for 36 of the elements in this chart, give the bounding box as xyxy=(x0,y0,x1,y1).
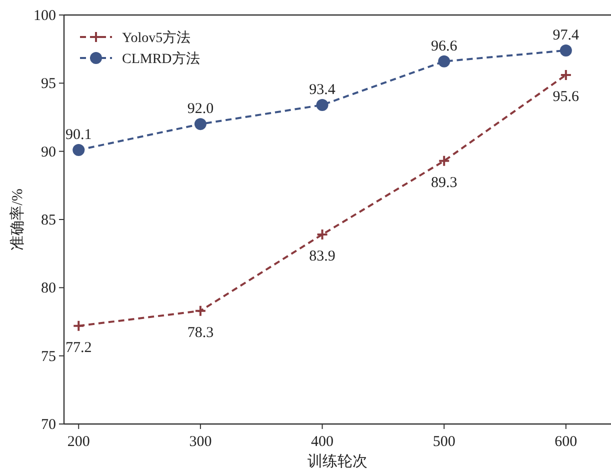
point xyxy=(194,118,206,130)
data-label: 89.3 xyxy=(430,174,458,191)
point xyxy=(316,98,328,111)
x-tick-label: 300 xyxy=(189,434,212,450)
y-tick-label: 100 xyxy=(34,8,56,24)
point xyxy=(438,55,450,68)
x-axis-title: 训练轮次 xyxy=(308,453,368,470)
y-tick-label: 70 xyxy=(41,417,56,433)
point xyxy=(194,304,206,317)
y-axis-title: 准确率/% xyxy=(9,188,26,250)
point xyxy=(72,320,85,332)
y-tick-label: 95 xyxy=(41,76,56,92)
legend-label: CLMRD方法 xyxy=(122,51,200,67)
data-label: 97.4 xyxy=(552,27,580,44)
point xyxy=(560,68,572,81)
x-tick-label: 200 xyxy=(67,434,90,450)
point xyxy=(72,144,85,156)
point xyxy=(438,154,450,167)
legend-label: Yolov5方法 xyxy=(122,30,191,46)
data-label: 92.0 xyxy=(187,101,214,118)
data-label: 96.6 xyxy=(430,38,458,54)
x-tick-label: 600 xyxy=(554,434,578,450)
point xyxy=(560,44,572,56)
x-tick-label: 500 xyxy=(432,434,456,450)
data-label: 95.6 xyxy=(552,88,580,105)
y-tick-label: 75 xyxy=(41,348,56,365)
data-label: 83.9 xyxy=(309,248,336,264)
x-tick-label: 400 xyxy=(311,434,334,450)
data-label: 78.3 xyxy=(187,324,214,341)
y-tick-label: 85 xyxy=(41,212,56,228)
y-tick-label: 90 xyxy=(41,144,56,160)
data-label: 93.4 xyxy=(309,82,336,98)
y-tick-label: 80 xyxy=(41,280,56,297)
data-label: 77.2 xyxy=(65,340,92,356)
data-label: 90.1 xyxy=(65,126,92,143)
point xyxy=(316,228,328,240)
